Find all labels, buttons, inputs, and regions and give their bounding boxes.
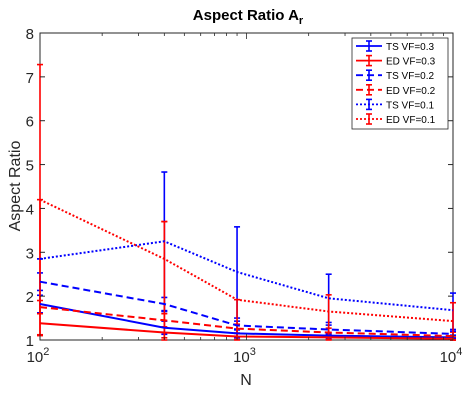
legend-entry: ED VF=0.3 xyxy=(356,54,436,68)
series-line xyxy=(39,198,454,323)
y-tick-label: 4 xyxy=(26,201,34,218)
y-tick-label: 5 xyxy=(26,158,34,175)
legend-entry: ED VF=0.2 xyxy=(356,84,436,97)
x-axis-ticks: 102 103 104 xyxy=(27,33,463,366)
chart-title-main: Aspect Ratio A xyxy=(193,7,299,24)
legend-label: TS VF=0.1 xyxy=(386,100,435,111)
legend-entry: ED VF=0.1 xyxy=(356,113,436,126)
chart-title-subscript: r xyxy=(299,15,304,27)
series-line xyxy=(39,240,454,312)
chart-title: Aspect Ratio Ar xyxy=(193,7,304,27)
x-axis-label: N xyxy=(240,372,252,389)
x-tick-label: 102 xyxy=(27,346,50,366)
legend-label: ED VF=0.1 xyxy=(386,115,436,126)
x-tick-label: 103 xyxy=(233,346,256,366)
legend-label: ED VF=0.2 xyxy=(386,86,436,97)
y-tick-label: 3 xyxy=(26,245,34,262)
legend-entry: TS VF=0.3 xyxy=(356,40,435,53)
legend-label: TS VF=0.2 xyxy=(386,71,435,82)
y-axis-ticks: 1 2 3 4 5 6 7 8 xyxy=(26,26,453,350)
series-line xyxy=(39,280,454,335)
series-line xyxy=(39,303,454,339)
y-axis-label: Aspect Ratio xyxy=(7,141,24,232)
y-tick-label: 8 xyxy=(26,26,34,43)
y-tick-label: 7 xyxy=(26,70,34,87)
series-line xyxy=(39,306,454,338)
legend-entry: TS VF=0.1 xyxy=(356,98,435,111)
lines-layer xyxy=(39,198,454,340)
legend-label: ED VF=0.3 xyxy=(386,57,436,68)
y-tick-label: 6 xyxy=(26,114,34,131)
y-tick-label: 1 xyxy=(26,333,34,350)
legend-entry: TS VF=0.2 xyxy=(356,69,435,82)
legend-label: TS VF=0.3 xyxy=(386,42,435,53)
x-tick-label: 104 xyxy=(440,346,463,366)
series-line xyxy=(39,322,454,340)
legend: TS VF=0.3 ED VF=0.3 TS VF=0.2 ED VF=0.2 TS V… xyxy=(351,37,449,130)
y-tick-label: 2 xyxy=(26,289,34,306)
